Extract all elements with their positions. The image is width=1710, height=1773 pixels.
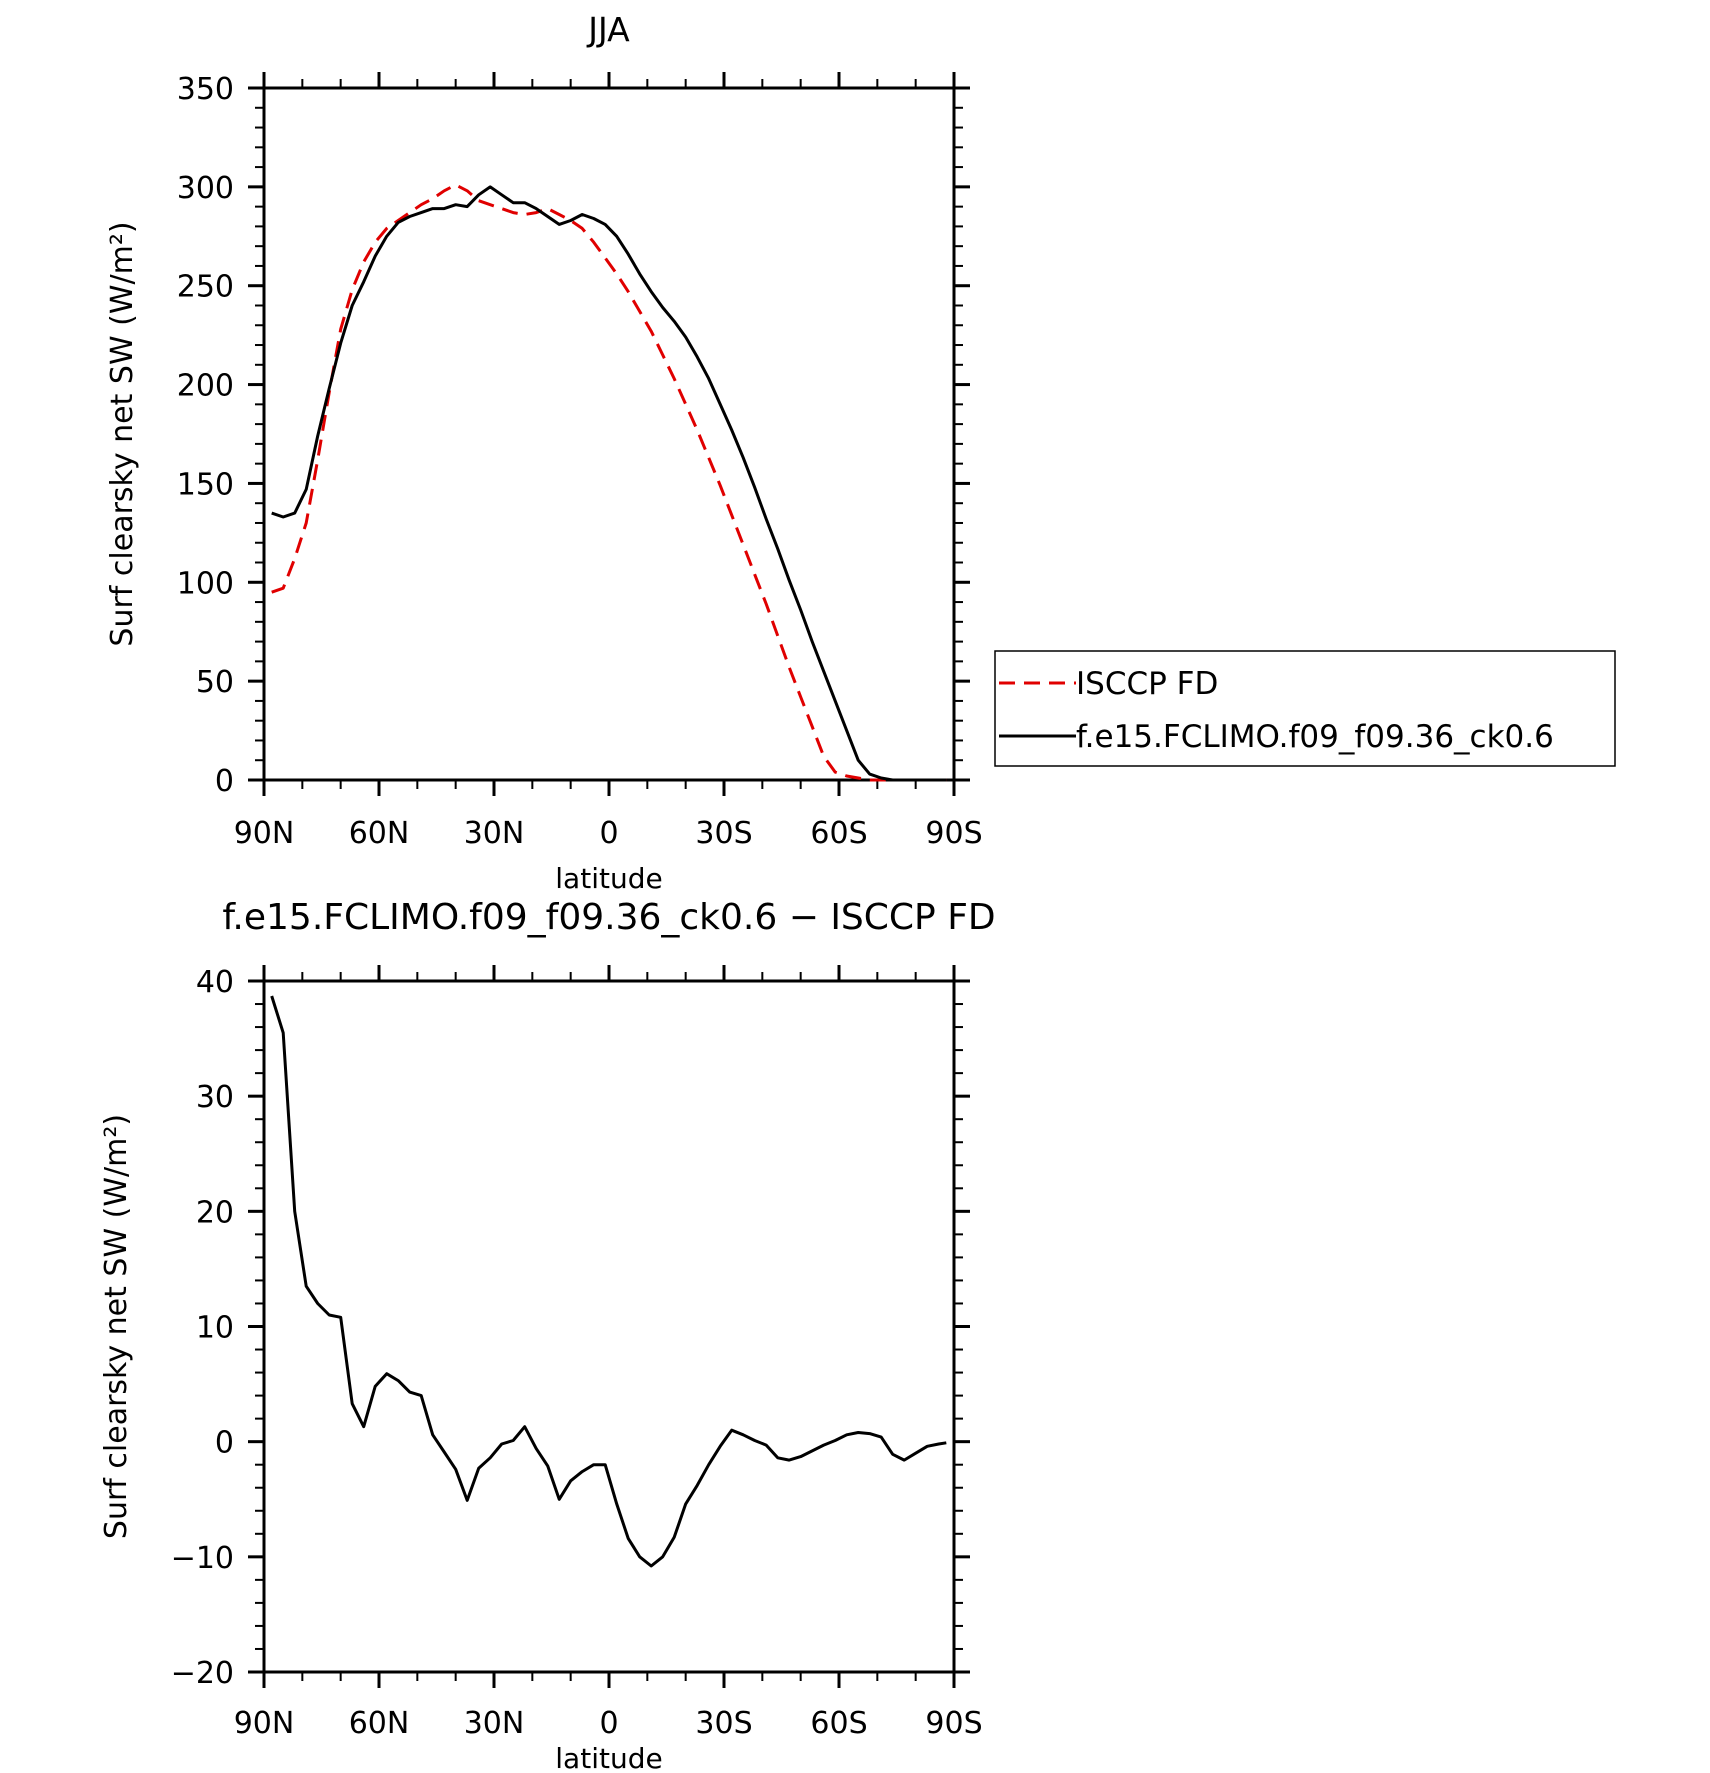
x-tick-label: 30S (695, 816, 752, 851)
y-tick-label: 100 (177, 566, 234, 601)
y-tick-label: 250 (177, 270, 234, 305)
plot-frame (262, 979, 956, 1674)
y-tick-label: 0 (215, 1426, 234, 1461)
y-axis-label: Surf clearsky net SW (W/m²) (105, 221, 140, 646)
chart-title: f.e15.FCLIMO.f09_f09.36_ck0.6 − ISCCP FD (222, 897, 995, 938)
x-axis-label: latitude (555, 862, 662, 895)
x-axis-label: latitude (555, 1742, 662, 1773)
series-line-1 (271, 185, 947, 782)
y-tick-label: 20 (196, 1195, 234, 1230)
x-tick-label: 90S (925, 1706, 982, 1741)
x-tick-label: 90N (234, 1706, 295, 1741)
x-tick-label: 30N (464, 816, 525, 851)
series-line-0 (271, 183, 947, 782)
y-tick-label: 150 (177, 467, 234, 502)
plot-frame (262, 86, 956, 782)
legend: ISCCP FD f.e15.FCLIMO.f09_f09.36_ck0.6 (994, 650, 1616, 767)
x-tick-label: 60S (810, 816, 867, 851)
y-tick-label: 0 (215, 764, 234, 799)
chart-panel-bottom: 90N 60N 30N 0 30S 60S 90S −20 −10 0 10 20 30 40 f.e15.… (99, 897, 996, 1773)
x-tick-label: 60N (349, 816, 410, 851)
x-tick-label: 90S (925, 816, 982, 851)
y-tick-label: −20 (171, 1656, 234, 1691)
legend-box (994, 650, 1616, 767)
y-tick-label: 350 (177, 72, 234, 107)
chart-title: JJA (586, 10, 630, 49)
x-tick-label: 30N (464, 1706, 525, 1741)
legend-label: f.e15.FCLIMO.f09_f09.36_ck0.6 (1076, 719, 1554, 755)
x-tick-label: 0 (599, 1706, 618, 1741)
legend-label: ISCCP FD (1076, 666, 1218, 702)
y-tick-label: 50 (196, 665, 234, 700)
x-tick-label: 0 (599, 816, 618, 851)
y-tick-label: 300 (177, 171, 234, 206)
y-tick-label: 10 (196, 1311, 234, 1346)
y-tick-label: 30 (196, 1080, 234, 1115)
x-tick-label: 60N (349, 1706, 410, 1741)
y-axis-label: Surf clearsky net SW (W/m²) (99, 1114, 134, 1539)
y-tick-label: −10 (171, 1541, 234, 1576)
chart-panel-top: 90N 60N 30N 0 30S 60S 90S 0 50 100 150 200 250 300 350… (105, 10, 983, 895)
x-tick-label: 90N (234, 816, 295, 851)
x-tick-label: 30S (695, 1706, 752, 1741)
x-tick-label: 60S (810, 1706, 867, 1741)
y-tick-label: 200 (177, 369, 234, 404)
y-tick-label: 40 (196, 965, 234, 1000)
series-line-0 (270, 995, 947, 1568)
